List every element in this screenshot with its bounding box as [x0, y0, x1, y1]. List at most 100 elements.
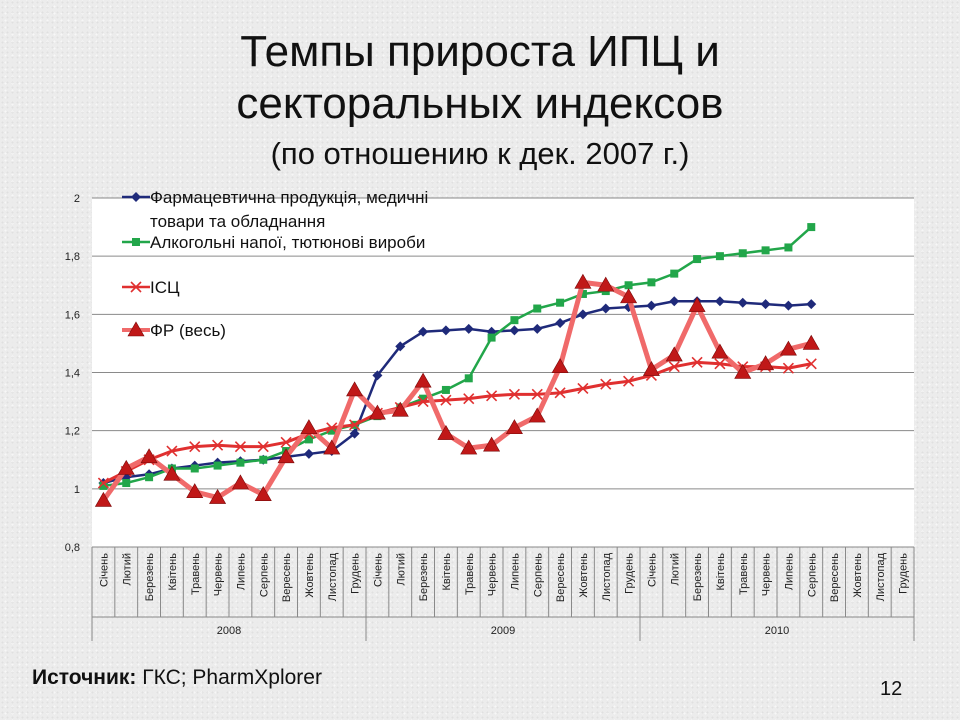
- square-marker: [693, 255, 702, 264]
- square-marker: [213, 461, 222, 470]
- triangle-marker: [688, 297, 706, 312]
- x-marker: [805, 358, 817, 370]
- square-marker: [132, 238, 140, 246]
- series-4: [94, 273, 820, 507]
- x-marker: [166, 445, 178, 457]
- square-marker: [236, 458, 245, 467]
- triangle-marker: [186, 483, 204, 499]
- x-marker-stroke: [577, 382, 589, 395]
- y-tick-label: 1,8: [65, 251, 80, 263]
- x-tick-label: Червень: [213, 553, 225, 596]
- square-marker: [738, 249, 747, 258]
- x-tick-label: Листопад: [875, 552, 887, 601]
- x-marker-stroke: [805, 358, 817, 370]
- x-tick-label: Січень: [646, 553, 658, 587]
- x-marker: [349, 419, 361, 431]
- diamond-marker: [440, 325, 451, 336]
- x-marker: [234, 441, 246, 453]
- x-marker: [782, 362, 794, 374]
- x-marker: [440, 394, 452, 406]
- x-marker: [577, 382, 589, 395]
- x-tick-label: Квітень: [715, 553, 727, 591]
- x-marker: [508, 388, 520, 400]
- x-tick-label: Серпень: [532, 553, 544, 597]
- triangle-marker: [711, 343, 729, 359]
- x-tick-label: Березень: [418, 553, 430, 601]
- x-tick-label: Липень: [783, 553, 795, 591]
- x-marker: [189, 441, 201, 453]
- x-marker-stroke: [600, 378, 612, 390]
- x-tick-label: Грудень: [624, 553, 636, 594]
- triangle-marker: [528, 407, 546, 423]
- x-marker-stroke: [691, 356, 703, 368]
- triangle-marker: [391, 401, 409, 417]
- square-marker: [578, 289, 587, 298]
- x-tick-label: Квітень: [167, 553, 179, 591]
- triangle-marker: [300, 419, 318, 435]
- year-label: 2009: [491, 625, 515, 637]
- square-marker: [99, 481, 108, 490]
- x-tick-label: Лютий: [669, 553, 681, 586]
- x-marker-stroke: [417, 396, 429, 408]
- triangle-marker: [802, 334, 820, 350]
- x-tick-label: Січень: [98, 553, 110, 587]
- source-label: Источник:: [32, 666, 137, 689]
- x-marker-stroke: [440, 394, 452, 406]
- triangle-marker: [127, 321, 145, 337]
- x-marker-stroke: [554, 387, 566, 399]
- x-marker-stroke: [531, 388, 543, 400]
- diamond-marker: [303, 448, 314, 459]
- x-tick-label: Грудень: [898, 553, 910, 594]
- title-line-2: секторальных индексов: [236, 79, 724, 128]
- x-marker: [280, 436, 292, 448]
- year-label: 2010: [765, 625, 789, 637]
- triangle-marker: [665, 346, 683, 362]
- square-marker: [145, 473, 154, 482]
- x-marker-stroke: [668, 361, 680, 373]
- x-tick-label: Травень: [464, 553, 476, 595]
- y-tick-label: 1,4: [65, 368, 80, 380]
- square-marker: [647, 278, 656, 287]
- x-tick-label: Березень: [144, 553, 156, 601]
- x-marker: [714, 358, 726, 370]
- diamond-marker: [577, 309, 588, 320]
- square-marker: [419, 394, 428, 403]
- x-marker: [623, 375, 635, 387]
- square-marker: [259, 455, 268, 464]
- x-tick-label: Вересень: [829, 553, 841, 602]
- x-tick-label: Червень: [487, 553, 499, 596]
- diamond-marker: [509, 325, 520, 336]
- diamond-marker: [646, 300, 657, 311]
- x-marker: [257, 441, 269, 453]
- square-marker: [533, 304, 542, 313]
- diamond-marker: [806, 299, 817, 310]
- x-tick-label: Серпень: [806, 553, 818, 597]
- triangle-marker: [483, 436, 501, 452]
- diamond-marker: [760, 299, 771, 310]
- square-marker: [304, 435, 313, 444]
- x-marker-stroke: [326, 422, 338, 434]
- x-marker-stroke: [486, 390, 498, 402]
- diamond-marker: [131, 192, 141, 202]
- triangle-marker: [779, 340, 797, 356]
- x-tick-label: Листопад: [327, 552, 339, 601]
- triangle-marker: [254, 486, 272, 501]
- diamond-marker: [555, 318, 566, 329]
- x-tick-label: Жовтень: [578, 553, 590, 598]
- x-tick-label: Лютий: [395, 553, 407, 586]
- x-marker: [668, 361, 680, 373]
- square-marker: [556, 298, 565, 307]
- x-marker: [130, 281, 142, 293]
- diamond-marker: [669, 296, 680, 307]
- legend-label: Алкогольні напої, тютюнові вироби: [150, 233, 425, 252]
- square-marker: [327, 426, 336, 435]
- triangle-marker: [368, 404, 386, 420]
- square-marker: [487, 333, 496, 342]
- source-text: ГКС; PharmXplorer: [136, 666, 322, 689]
- series-line: [102, 360, 812, 485]
- x-tick-label: Лютий: [121, 553, 133, 586]
- slide-title: Темпы прироста ИПЦ и секторальных индекс…: [0, 26, 960, 130]
- diamond-marker: [532, 323, 543, 334]
- x-marker: [326, 422, 338, 434]
